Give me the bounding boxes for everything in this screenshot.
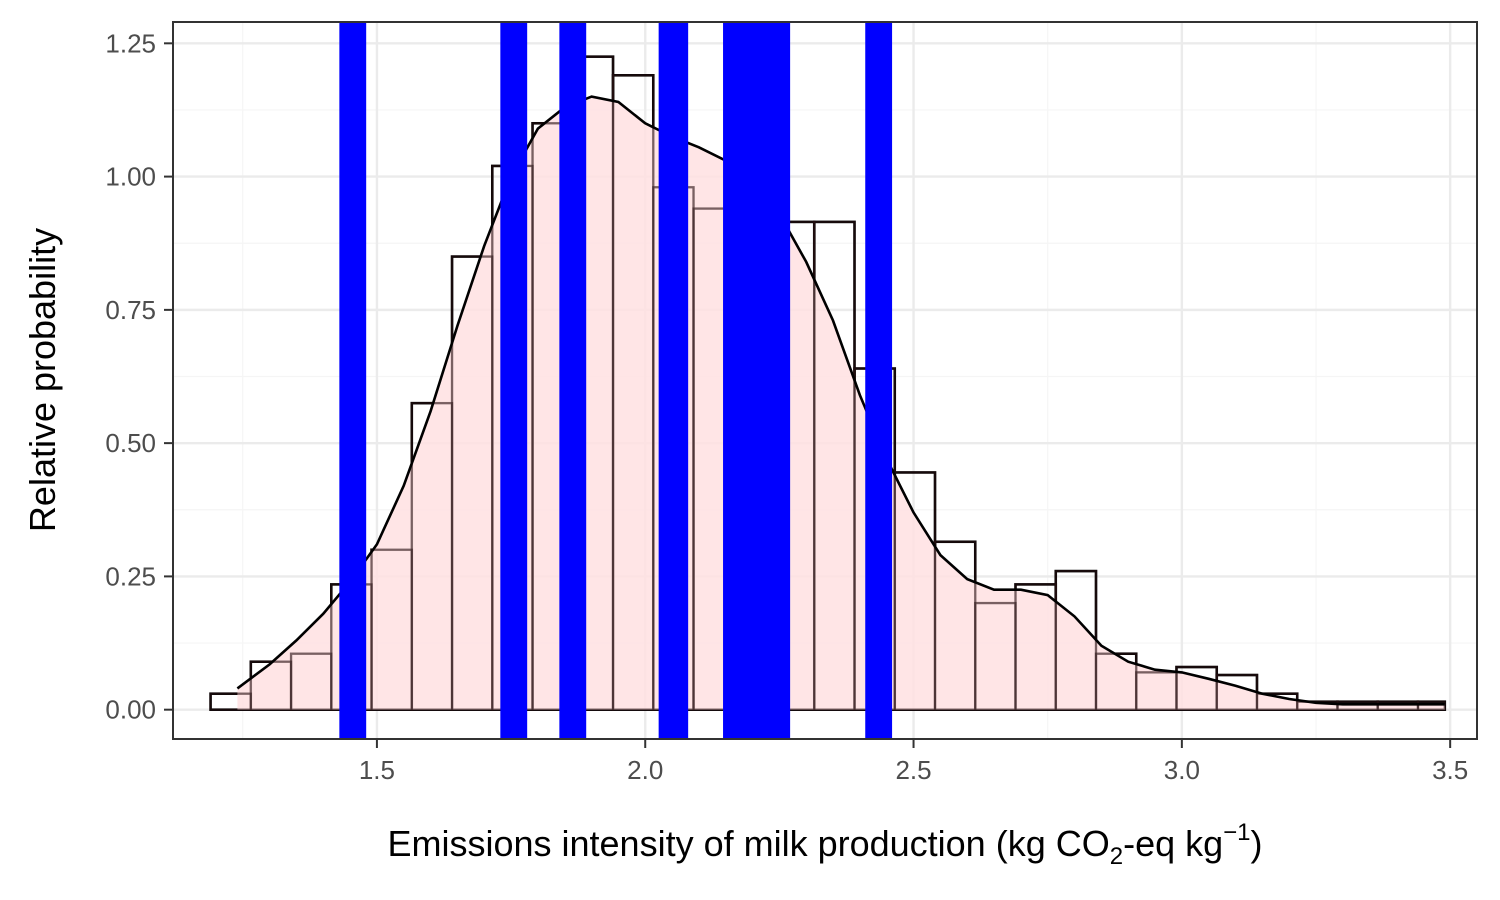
histogram-bar-overlay	[1416, 700, 1446, 711]
density-curve	[236, 95, 1445, 706]
y-tick-label: 1.00	[105, 162, 156, 192]
x-tick-label: 2.5	[895, 755, 931, 785]
x-tick-label: 1.5	[359, 755, 395, 785]
band-layer	[339, 22, 893, 739]
y-tick-label: 0.00	[105, 695, 156, 725]
y-axis-title: Relative probability	[22, 228, 63, 532]
x-tick-label: 3.0	[1164, 755, 1200, 785]
x-tick-label: 2.0	[627, 755, 663, 785]
y-tick-label: 0.25	[105, 561, 156, 591]
x-tick-label: 3.5	[1432, 755, 1468, 785]
x-axis: 1.5 2.0 2.5 3.0 3.5	[359, 739, 1468, 785]
x-axis-title-middle: -eq kg	[1123, 823, 1223, 864]
x-axis-title-end: )	[1251, 823, 1263, 864]
vertical-band	[658, 22, 689, 739]
x-axis-title-superscript: −1	[1223, 819, 1250, 846]
vertical-band	[339, 22, 367, 739]
vertical-band	[865, 22, 893, 739]
vertical-band	[723, 22, 791, 739]
vertical-band	[559, 22, 587, 739]
y-axis: 0.00 0.25 0.50 0.75 1.00 1.25	[105, 28, 173, 725]
x-axis-title: Emissions intensity of milk production (…	[387, 819, 1262, 870]
y-tick-label: 0.50	[105, 428, 156, 458]
vertical-band	[500, 22, 528, 739]
y-tick-label: 0.75	[105, 295, 156, 325]
density-area	[237, 96, 1445, 710]
panel-border	[172, 21, 1478, 740]
y-tick-label: 1.25	[105, 28, 156, 58]
x-axis-title-main: Emissions intensity of milk production (…	[387, 823, 1109, 864]
x-axis-title-subscript: 2	[1110, 843, 1123, 870]
